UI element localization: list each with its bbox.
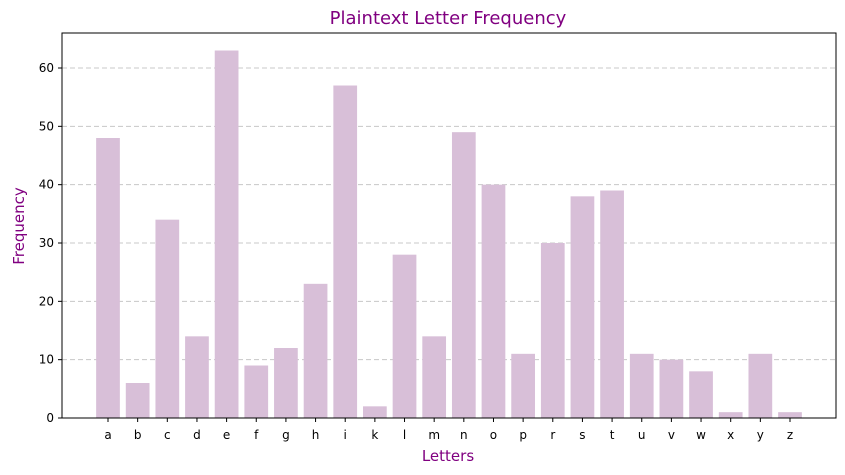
x-tick-label-l: l — [403, 428, 406, 442]
bar-p — [511, 353, 535, 418]
bar-f — [244, 365, 269, 418]
bar-b — [125, 383, 150, 418]
bars — [96, 50, 802, 418]
x-tick-label-u: u — [638, 428, 646, 442]
x-tick-label-a: a — [104, 428, 111, 442]
x-tick-label-w: w — [696, 428, 706, 442]
bar-x — [718, 412, 743, 418]
x-tick-label-m: m — [428, 428, 440, 442]
x-tick-label-r: r — [550, 428, 555, 442]
y-axis-ticks: 0 10 20 30 40 50 60 — [39, 61, 62, 425]
x-tick-label-v: v — [668, 428, 675, 442]
x-axis-label: Letters — [422, 447, 474, 465]
x-tick-label-h: h — [312, 428, 320, 442]
bar-e — [214, 50, 239, 418]
plot-frame — [61, 32, 837, 419]
bar-o — [481, 184, 506, 418]
bar-c — [155, 219, 180, 418]
y-axis-label: Frequency — [10, 187, 28, 265]
bar-d — [185, 336, 209, 418]
bar-g — [274, 348, 298, 418]
gridlines — [62, 67, 836, 361]
bar-v — [659, 359, 684, 418]
x-tick-label-o: o — [490, 428, 497, 442]
y-tick-label-20: 20 — [39, 294, 54, 308]
x-tick-label-t: t — [610, 428, 615, 442]
bar-a — [96, 138, 120, 418]
bar-l — [392, 254, 417, 418]
x-tick-label-b: b — [134, 428, 142, 442]
x-tick-label-x: x — [727, 428, 734, 442]
bar-k — [363, 406, 387, 418]
bar-n — [451, 132, 476, 418]
y-tick-label-30: 30 — [39, 236, 54, 250]
y-tick-label-40: 40 — [39, 178, 54, 192]
bar-y — [748, 353, 773, 418]
bar-i — [333, 85, 358, 418]
x-tick-label-e: e — [223, 428, 230, 442]
x-tick-label-y: y — [757, 428, 764, 442]
x-tick-label-c: c — [164, 428, 171, 442]
bar-u — [629, 353, 654, 418]
bar-m — [422, 336, 447, 418]
x-tick-label-i: i — [344, 428, 347, 442]
x-tick-label-k: k — [371, 428, 378, 442]
x-tick-label-p: p — [519, 428, 527, 442]
x-tick-label-z: z — [787, 428, 793, 442]
chart-title: Plaintext Letter Frequency — [330, 8, 567, 29]
bar-t — [600, 190, 624, 418]
bar-w — [689, 371, 713, 418]
y-tick-label-10: 10 — [39, 353, 54, 367]
x-tick-label-s: s — [579, 428, 585, 442]
x-tick-label-g: g — [282, 428, 290, 442]
y-tick-label-60: 60 — [39, 61, 54, 75]
bar-r — [540, 243, 565, 418]
x-tick-label-f: f — [254, 428, 259, 442]
x-tick-label-d: d — [193, 428, 201, 442]
bar-h — [303, 283, 328, 418]
y-tick-label-50: 50 — [39, 119, 54, 133]
x-tick-label-n: n — [460, 428, 468, 442]
bar-s — [570, 196, 595, 418]
y-tick-label-0: 0 — [46, 411, 54, 425]
bar-z — [778, 412, 802, 418]
